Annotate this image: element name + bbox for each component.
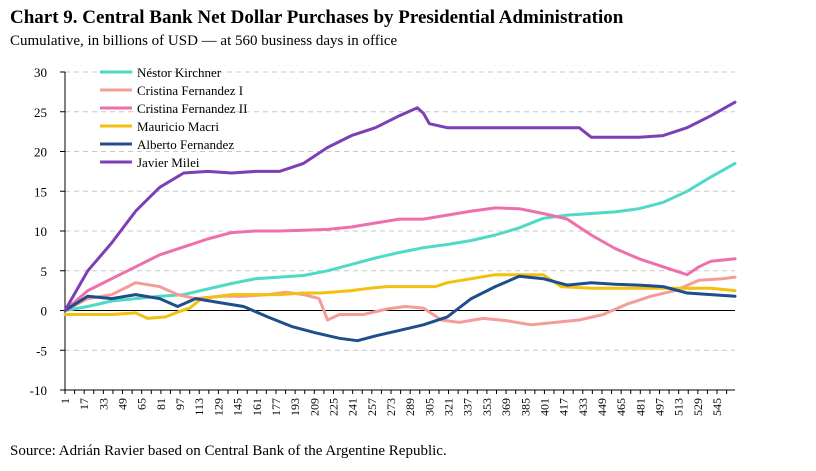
x-tick-label: 225 <box>326 398 340 416</box>
x-tick-label: 369 <box>499 398 513 416</box>
x-tick-label: 177 <box>269 398 283 416</box>
legend-label-javier-milei: Javier Milei <box>137 155 200 170</box>
series-line-javier-milei <box>63 100 737 312</box>
x-tick-label: 353 <box>480 398 494 416</box>
x-tick-label: 65 <box>135 398 149 410</box>
x-tick-label: 49 <box>116 398 130 410</box>
x-tick-label: 97 <box>173 398 187 410</box>
x-tick-label: 209 <box>307 398 321 416</box>
x-tick-label: 529 <box>691 398 705 416</box>
x-tick-label: 1 <box>58 398 72 404</box>
legend-label-cristina-fernandez-ii: Cristina Fernandez II <box>137 101 247 116</box>
x-tick-label: 321 <box>442 398 456 416</box>
x-tick-label: 257 <box>365 398 379 416</box>
y-tick-label: 30 <box>34 65 47 80</box>
legend: Néstor Kirchner Cristina Fernandez I Crist… <box>100 65 247 170</box>
x-tick-label: 433 <box>576 398 590 416</box>
x-tick-label: 289 <box>403 398 417 416</box>
series-line-cristina-fernandez-ii <box>63 206 737 312</box>
x-tick-label: 385 <box>518 398 532 416</box>
x-tick-label: 449 <box>595 398 609 416</box>
y-tick-label: -5 <box>36 343 47 358</box>
legend-label-mauricio-macri: Mauricio Macri <box>137 119 219 134</box>
x-tick-label: 161 <box>250 398 264 416</box>
x-tick-label: 305 <box>422 398 436 416</box>
x-tick-label: 17 <box>77 398 91 410</box>
y-tick-label: 15 <box>34 184 47 199</box>
chart-subtitle: Cumulative, in billions of USD — at 560 … <box>10 33 398 49</box>
x-tick-label: 465 <box>614 398 628 416</box>
y-tick-label: 0 <box>41 304 48 319</box>
y-tick-label: 10 <box>34 224 47 239</box>
y-tick-label: -10 <box>30 383 47 398</box>
x-tick-label: 513 <box>672 398 686 416</box>
x-tick-label: 145 <box>231 398 245 416</box>
x-tick-label: 417 <box>557 398 571 416</box>
legend-label-alberto-fernandez: Alberto Fernandez <box>137 137 234 152</box>
axes: -10 -5 0 5 10 15 20 25 30 1 17 33 49 65 81 97 113 129 145 1… <box>30 65 735 416</box>
y-tick-label: 20 <box>34 145 47 160</box>
x-tick-label: 193 <box>288 398 302 416</box>
x-tick-label: 81 <box>154 398 168 410</box>
x-tick-label: 337 <box>461 398 475 416</box>
series-line-alberto-fernandez <box>63 274 737 343</box>
y-tick-label: 5 <box>41 264 48 279</box>
x-tick-label: 481 <box>633 398 647 416</box>
x-tick-label: 273 <box>384 398 398 416</box>
chart-title: Chart 9. Central Bank Net Dollar Purchas… <box>10 7 624 28</box>
series-line-mauricio-macri <box>63 273 737 320</box>
series-lines <box>63 100 737 343</box>
legend-label-cristina-fernandez-i: Cristina Fernandez I <box>137 83 243 98</box>
y-tick-label: 25 <box>34 105 47 120</box>
source-note: Source: Adrián Ravier based on Central B… <box>10 443 447 459</box>
x-tick-label: 401 <box>537 398 551 416</box>
series-line-cristina-fernandez-i <box>63 275 737 327</box>
x-tick-label: 129 <box>211 398 225 416</box>
x-tick-label: 497 <box>652 398 666 416</box>
legend-label-nestor-kirchner: Néstor Kirchner <box>137 65 222 80</box>
x-tick-label: 33 <box>96 398 110 410</box>
x-tick-label: 113 <box>192 398 206 416</box>
x-tick-label: 241 <box>346 398 360 416</box>
x-tick-label: 545 <box>710 398 724 416</box>
